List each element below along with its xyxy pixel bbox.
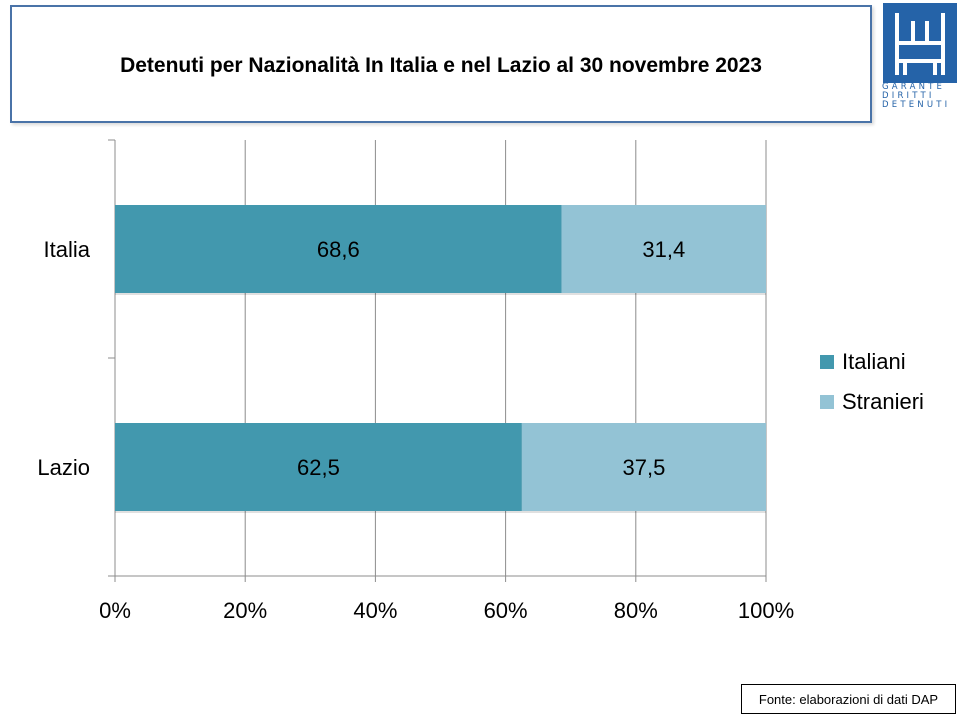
legend-label-stranieri: Stranieri <box>842 389 924 414</box>
chart-title: Detenuti per Nazionalità In Italia e nel… <box>120 54 762 77</box>
legend-item-stranieri: Stranieri <box>820 382 924 422</box>
x-tick-label: 60% <box>484 598 528 623</box>
bar-stranieri <box>561 205 766 293</box>
data-label: 31,4 <box>642 237 685 262</box>
data-label: 68,6 <box>317 237 360 262</box>
legend-swatch-italiani <box>820 355 834 369</box>
logo-line: GARANTE <box>882 82 946 92</box>
x-tick-label: 40% <box>353 598 397 623</box>
x-tick-label: 20% <box>223 598 267 623</box>
y-category-label: Lazio <box>37 455 90 480</box>
y-category-label: Italia <box>44 237 91 262</box>
chart-title-box: Detenuti per Nazionalità In Italia e nel… <box>10 5 872 123</box>
logo-line: DETENUTI <box>882 100 951 110</box>
data-label: 62,5 <box>297 455 340 480</box>
legend-label-italiani: Italiani <box>842 349 906 374</box>
garante-logo: GARANTE DIRITTI DETENUTI <box>880 3 960 111</box>
legend-item-italiani: Italiani <box>820 342 924 382</box>
logo-text: GARANTE DIRITTI DETENUTI <box>882 83 960 110</box>
source-note: Fonte: elaborazioni di dati DAP <box>741 684 956 714</box>
legend-swatch-stranieri <box>820 395 834 409</box>
logo-line: DIRITTI <box>882 91 935 101</box>
logo-mark-icon <box>883 3 957 83</box>
data-label: 37,5 <box>623 455 666 480</box>
bar-stranieri <box>521 423 766 511</box>
x-tick-label: 80% <box>614 598 658 623</box>
bar-italiani <box>115 205 562 293</box>
x-tick-label: 0% <box>99 598 131 623</box>
bar-italiani <box>115 423 522 511</box>
chart-legend: Italiani Stranieri <box>820 342 924 422</box>
x-tick-label: 100% <box>738 598 794 623</box>
